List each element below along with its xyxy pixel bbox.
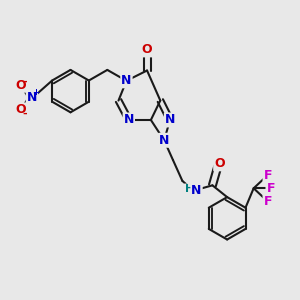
Text: N: N — [191, 184, 202, 197]
Text: O: O — [16, 79, 26, 92]
Text: F: F — [263, 169, 272, 182]
Text: N: N — [121, 74, 132, 87]
Text: N: N — [159, 134, 169, 147]
Text: F: F — [266, 182, 275, 195]
Text: O: O — [142, 44, 152, 56]
Text: N: N — [27, 91, 37, 104]
Text: -: - — [22, 109, 27, 118]
Text: F: F — [263, 195, 272, 208]
Text: O: O — [16, 103, 26, 116]
Text: N: N — [124, 113, 134, 127]
Text: H: H — [184, 184, 194, 194]
Text: N: N — [165, 113, 175, 127]
Text: O: O — [214, 157, 225, 170]
Text: -: - — [22, 77, 27, 87]
Text: +: + — [32, 88, 39, 97]
